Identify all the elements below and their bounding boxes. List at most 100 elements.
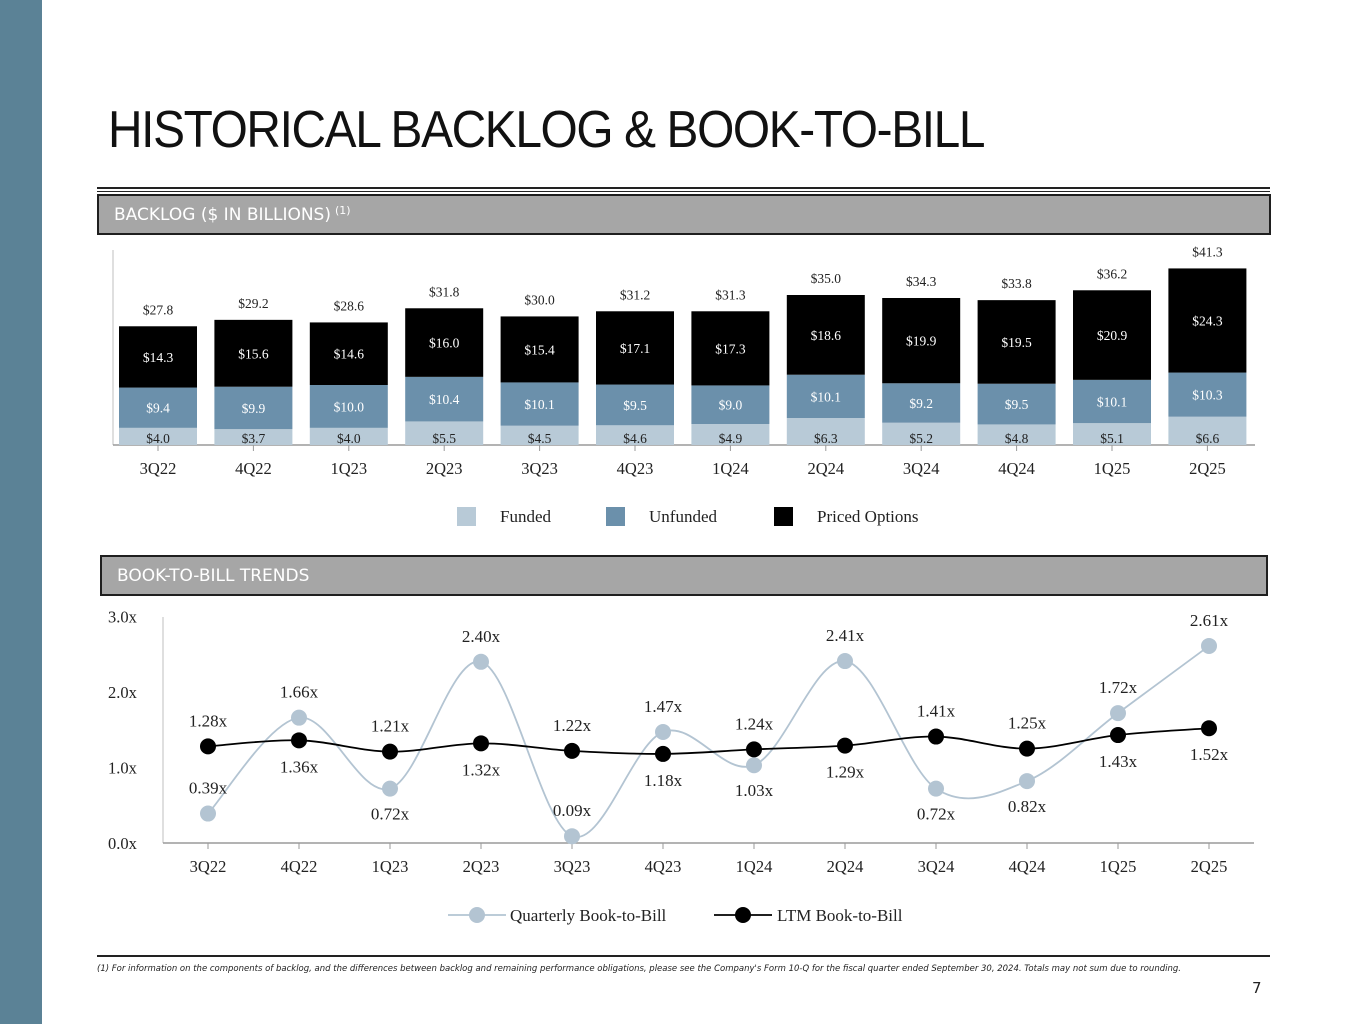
data-label-ltm-4Q22: 1.36x xyxy=(280,757,319,776)
bar-unfunded-1Q23 xyxy=(309,385,388,428)
bar-funded-4Q23 xyxy=(596,425,674,445)
bar-priced-options-4Q24 xyxy=(977,300,1056,384)
bar-label-funded-2Q24: $6.3 xyxy=(814,431,838,446)
data-label-quarterly-1Q24: 1.03x xyxy=(735,781,774,800)
btb-x-tick-label-2Q23: 2Q23 xyxy=(463,857,500,876)
bar-funded-4Q22 xyxy=(214,429,293,445)
btb-x-tick-label-4Q22: 4Q22 xyxy=(281,857,318,876)
bar-label-priced-options-4Q22: $15.6 xyxy=(238,346,269,361)
data-label-quarterly-3Q23: 0.09x xyxy=(553,801,592,820)
bar-label-funded-3Q23: $4.5 xyxy=(528,431,552,446)
backlog-x-tick-label-2Q24: 2Q24 xyxy=(807,459,844,478)
bar-label-funded-1Q23: $4.0 xyxy=(337,431,361,446)
backlog-x-tick-label-3Q24: 3Q24 xyxy=(903,459,940,478)
legend-swatch-priced-options xyxy=(774,507,793,526)
btb-x-tick-label-2Q25: 2Q25 xyxy=(1191,857,1228,876)
bar-label-priced-options-2Q25: $24.3 xyxy=(1192,314,1223,329)
data-label-quarterly-4Q22: 1.66x xyxy=(280,683,319,702)
bar-label-priced-options-2Q23: $16.0 xyxy=(429,336,460,351)
footnote: (1) For information on the components of… xyxy=(97,964,1181,974)
backlog-bar-chart: $4.0 $9.4 $14.3 $27.8 3Q22 $3.7 $9.9 $15.6 $29.2… xyxy=(112,244,1255,526)
bar-unfunded-2Q25 xyxy=(1168,372,1247,417)
backlog-x-tick-label-3Q22: 3Q22 xyxy=(140,459,177,478)
bar-total-label-3Q23: $30.0 xyxy=(524,292,555,307)
data-label-ltm-1Q24: 1.24x xyxy=(735,714,774,733)
data-label-ltm-3Q23: 1.22x xyxy=(553,716,592,735)
bar-priced-options-4Q23 xyxy=(596,311,674,385)
backlog-x-tick-label-1Q24: 1Q24 xyxy=(712,459,749,478)
bar-label-funded-2Q25: $6.6 xyxy=(1196,431,1220,446)
point-quarterly-2Q24 xyxy=(837,653,853,670)
page-title: HISTORICAL BACKLOG & BOOK-TO-BILL xyxy=(108,101,985,159)
point-ltm-1Q25 xyxy=(1110,727,1126,744)
data-label-ltm-4Q24: 1.25x xyxy=(1008,714,1047,733)
btb-x-tick-label-1Q25: 1Q25 xyxy=(1100,857,1137,876)
point-ltm-3Q22 xyxy=(200,738,216,755)
legend-label-funded: Funded xyxy=(500,507,552,526)
legend-label-unfunded: Unfunded xyxy=(649,507,717,526)
page-number: 7 xyxy=(1252,979,1262,997)
data-label-ltm-2Q24: 1.29x xyxy=(826,763,865,782)
backlog-x-tick-label-2Q23: 2Q23 xyxy=(426,459,463,478)
bar-label-unfunded-3Q22: $9.4 xyxy=(146,401,170,416)
bar-total-label-1Q25: $36.2 xyxy=(1097,266,1127,281)
bar-funded-3Q24 xyxy=(882,422,961,445)
backlog-x-tick-label-1Q25: 1Q25 xyxy=(1094,459,1131,478)
point-quarterly-1Q24 xyxy=(746,757,762,774)
legend-swatch-funded xyxy=(457,507,476,526)
bar-label-priced-options-4Q24: $19.5 xyxy=(1001,335,1032,350)
point-quarterly-4Q22 xyxy=(291,709,307,726)
title-rule-top xyxy=(97,187,1270,189)
point-quarterly-3Q23 xyxy=(564,828,580,845)
bar-unfunded-3Q24 xyxy=(882,383,961,423)
data-label-quarterly-4Q23: 1.47x xyxy=(644,697,683,716)
bar-label-priced-options-3Q22: $14.3 xyxy=(143,350,174,365)
bar-total-label-4Q22: $29.2 xyxy=(238,296,268,311)
bar-label-priced-options-2Q24: $18.6 xyxy=(811,328,842,343)
btb-y-tick-label-1: 1.0x xyxy=(108,759,138,778)
bar-unfunded-4Q24 xyxy=(977,383,1056,425)
bar-funded-2Q23 xyxy=(405,421,484,445)
bar-label-priced-options-3Q23: $15.4 xyxy=(524,342,555,357)
btb-section-header: BOOK-TO-BILL TRENDS xyxy=(100,555,1268,596)
sidebar-accent xyxy=(0,0,42,1024)
data-label-quarterly-1Q23: 0.72x xyxy=(371,805,410,824)
bar-unfunded-2Q23 xyxy=(405,376,484,422)
backlog-x-tick-label-4Q22: 4Q22 xyxy=(235,459,272,478)
bar-label-priced-options-1Q24: $17.3 xyxy=(715,341,746,356)
btb-y-tick-label-0: 0.0x xyxy=(108,834,138,853)
btb-section-label: BOOK-TO-BILL TRENDS xyxy=(117,565,310,586)
bar-priced-options-3Q24 xyxy=(882,298,961,384)
bar-total-label-3Q22: $27.8 xyxy=(143,302,174,317)
bar-funded-2Q25 xyxy=(1168,416,1247,445)
bar-total-label-4Q24: $33.8 xyxy=(1001,276,1032,291)
point-quarterly-4Q24 xyxy=(1019,773,1035,790)
legend-label-priced-options: Priced Options xyxy=(817,507,919,526)
bar-total-label-2Q23: $31.8 xyxy=(429,284,460,299)
btb-x-tick-label-1Q23: 1Q23 xyxy=(372,857,409,876)
bar-unfunded-3Q22 xyxy=(119,387,197,428)
bar-label-funded-4Q22: $3.7 xyxy=(242,431,266,446)
series-line-quarterly xyxy=(207,645,1210,838)
btb-x-tick-label-2Q24: 2Q24 xyxy=(827,857,864,876)
btb-x-tick-label-1Q24: 1Q24 xyxy=(736,857,773,876)
backlog-section-label: BACKLOG ($ IN BILLIONS) xyxy=(114,204,331,225)
data-label-quarterly-1Q25: 1.72x xyxy=(1099,678,1138,697)
bar-total-label-4Q23: $31.2 xyxy=(620,287,650,302)
bar-label-priced-options-4Q23: $17.1 xyxy=(620,341,650,356)
bar-label-funded-3Q24: $5.2 xyxy=(909,431,933,446)
bar-unfunded-1Q25 xyxy=(1073,379,1151,424)
point-quarterly-3Q22 xyxy=(200,805,216,822)
bar-unfunded-4Q22 xyxy=(214,386,293,430)
backlog-x-tick-label-4Q24: 4Q24 xyxy=(998,459,1035,478)
data-label-quarterly-3Q24: 0.72x xyxy=(917,805,956,824)
bar-priced-options-3Q23 xyxy=(500,316,579,383)
legend-marker-ltm xyxy=(735,907,751,923)
bar-label-unfunded-4Q24: $9.5 xyxy=(1005,397,1029,412)
bar-label-unfunded-3Q24: $9.2 xyxy=(909,396,933,411)
btb-x-tick-label-4Q23: 4Q23 xyxy=(645,857,682,876)
data-label-quarterly-2Q25: 2.61x xyxy=(1190,611,1229,630)
data-label-ltm-4Q23: 1.18x xyxy=(644,771,683,790)
bar-unfunded-3Q23 xyxy=(500,382,579,426)
bar-label-unfunded-1Q24: $9.0 xyxy=(719,398,743,413)
